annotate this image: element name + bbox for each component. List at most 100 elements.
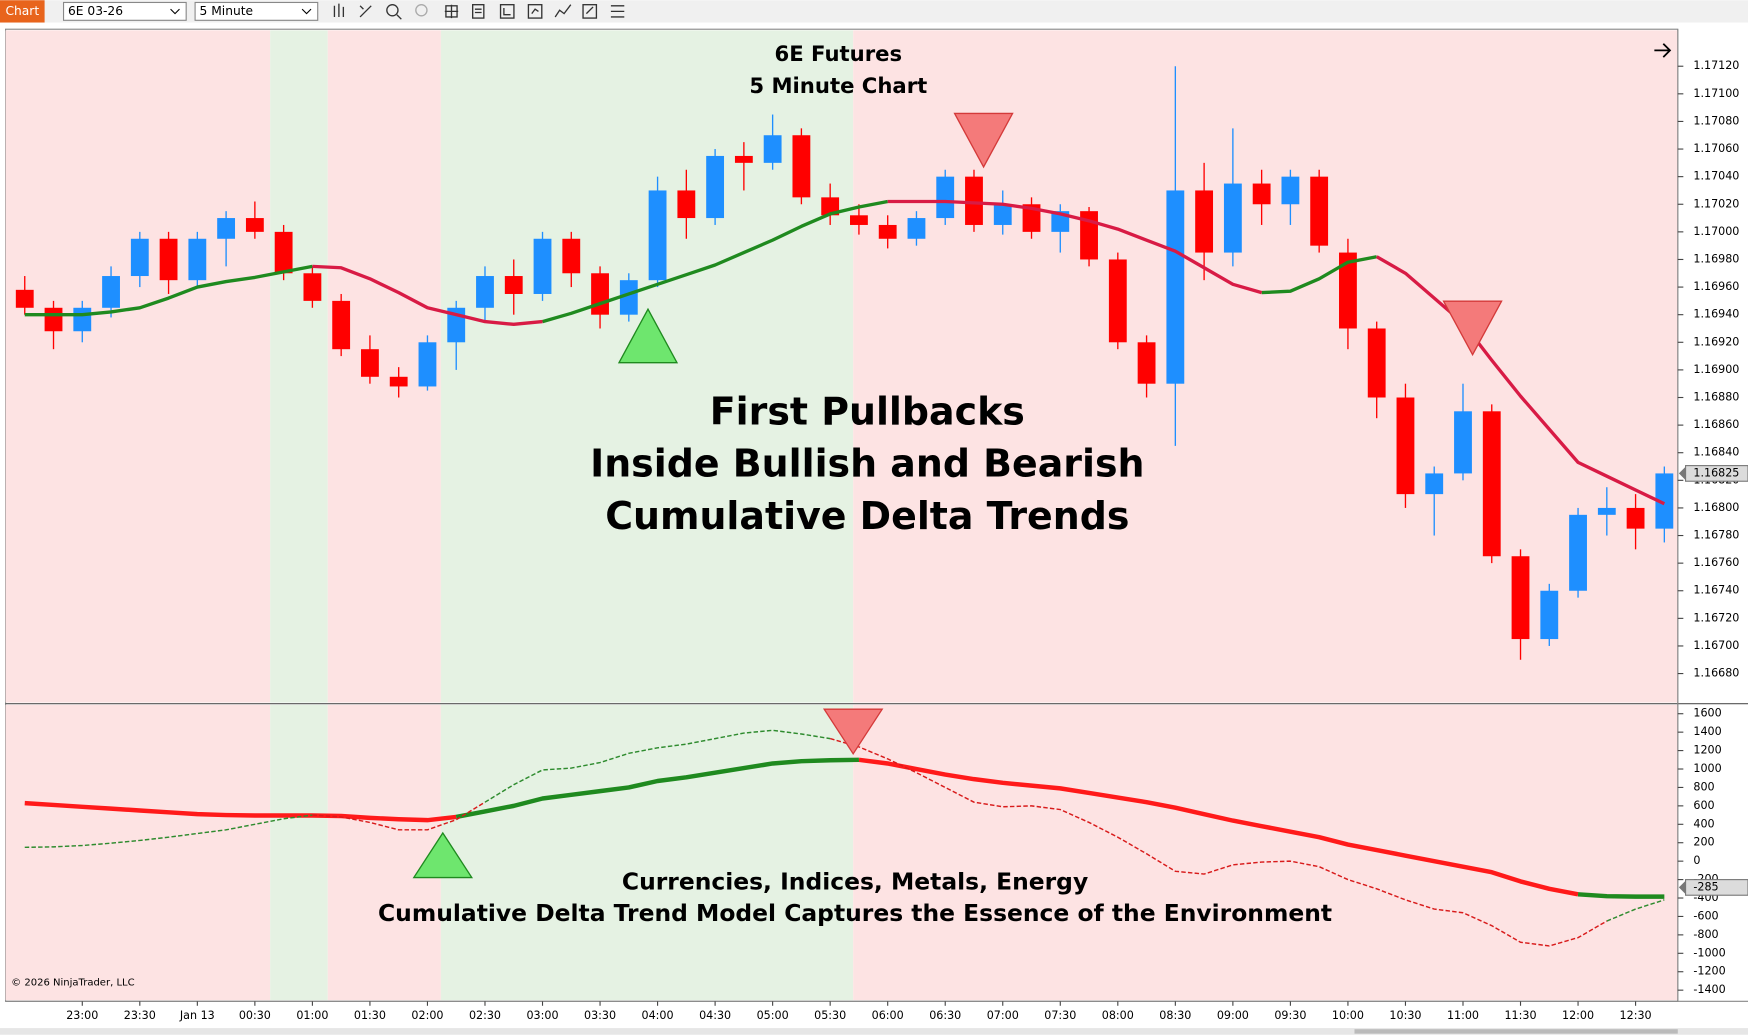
candle-body xyxy=(1339,252,1357,329)
candle-body xyxy=(1597,507,1616,515)
trend-region xyxy=(327,704,441,1001)
x-tick-label: 02:30 xyxy=(469,1009,501,1022)
annotation: Inside Bullish and Bearish xyxy=(590,442,1144,486)
chart-subtitle: 5 Minute Chart xyxy=(749,73,927,98)
x-tick-label: 05:30 xyxy=(814,1009,846,1022)
candle-body xyxy=(706,155,725,219)
candle-body xyxy=(130,238,149,277)
candle-body xyxy=(15,289,34,308)
down-signal-marker xyxy=(822,708,884,756)
dropdown-arrow xyxy=(301,8,312,15)
trend-region xyxy=(440,704,854,1001)
current-value-pointer xyxy=(1678,466,1686,481)
candle-body xyxy=(389,376,408,387)
candle-body xyxy=(907,218,926,239)
current-value-label: -285 xyxy=(1693,880,1718,893)
y-tick-label: 1400 xyxy=(1693,725,1721,738)
candle-body xyxy=(1281,176,1300,205)
candle-body xyxy=(44,307,63,332)
instrument-select[interactable] xyxy=(62,1,187,21)
candle-body xyxy=(1310,176,1329,246)
scrollbar[interactable] xyxy=(0,1028,1748,1035)
candle-body xyxy=(1482,411,1501,557)
y-tick-label: 1.16980 xyxy=(1693,252,1739,265)
y-tick-label: -1200 xyxy=(1693,965,1725,978)
candle-body xyxy=(188,238,207,281)
candle-body xyxy=(102,276,120,308)
candle-body xyxy=(217,218,236,239)
x-tick-label: 02:00 xyxy=(411,1009,443,1022)
y-tick-label: 1.17120 xyxy=(1693,59,1739,72)
candle-body xyxy=(763,135,782,163)
candle-body xyxy=(1022,204,1041,232)
x-tick-label: Jan 13 xyxy=(179,1009,215,1022)
x-tick-label: 07:00 xyxy=(987,1009,1019,1022)
x-tick-label: 04:00 xyxy=(642,1009,674,1022)
candle-body xyxy=(792,135,811,198)
candle-body xyxy=(1569,514,1587,591)
y-tick-label: 800 xyxy=(1693,780,1714,793)
trend-line xyxy=(312,199,1666,506)
x-tick-label: 01:30 xyxy=(354,1009,386,1022)
candle-body xyxy=(533,238,552,294)
candle-body xyxy=(1540,590,1559,640)
candle-body xyxy=(619,280,638,315)
y-tick-label: -1000 xyxy=(1693,946,1725,959)
toolbar-icons[interactable] xyxy=(333,3,625,20)
current-value-pointer xyxy=(1678,880,1686,895)
x-tick-label: 07:30 xyxy=(1044,1009,1076,1022)
x-tick-label: 08:00 xyxy=(1102,1009,1134,1022)
x-tick-label: 08:30 xyxy=(1159,1009,1191,1022)
scroll-to-end-arrow[interactable] xyxy=(1654,43,1672,58)
trend-line xyxy=(24,199,1378,324)
trend-line xyxy=(455,757,1665,899)
candle-body xyxy=(274,231,293,274)
candle-body xyxy=(648,190,667,281)
interval-label: 5 Minute xyxy=(200,4,254,18)
y-tick-label: 1.16940 xyxy=(1693,308,1739,321)
y-tick-label: 1.17020 xyxy=(1693,197,1739,210)
copyright: © 2026 NinjaTrader, LLC xyxy=(11,977,134,988)
candle-body xyxy=(850,215,868,225)
y-tick-label: 1600 xyxy=(1693,707,1721,720)
y-tick-label: 1.16740 xyxy=(1693,584,1739,597)
x-tick-label: 06:00 xyxy=(872,1009,904,1022)
scrollbar-thumb[interactable] xyxy=(1354,1029,1678,1034)
candle-body xyxy=(734,155,753,163)
up-signal-marker xyxy=(412,831,474,879)
y-tick-label: 1.16840 xyxy=(1693,446,1739,459)
dashed-delta-line xyxy=(24,729,1665,922)
y-tick-label: 1.16920 xyxy=(1693,335,1739,348)
annotation: Currencies, Indices, Metals, Energy xyxy=(622,868,1088,896)
current-value-label: 1.16825 xyxy=(1693,466,1739,479)
candle-body xyxy=(1252,183,1271,205)
candle-body xyxy=(1367,328,1386,398)
down-signal-marker xyxy=(1442,300,1503,357)
chart-tab-label: Chart xyxy=(5,4,39,18)
y-tick-label: 1.17000 xyxy=(1693,225,1739,238)
candle-body xyxy=(1655,473,1674,529)
interval-select[interactable] xyxy=(194,1,319,21)
candle-body xyxy=(504,276,523,294)
x-tick-label: 12:00 xyxy=(1562,1009,1594,1022)
y-tick-label: -1400 xyxy=(1693,983,1725,996)
x-tick-label: 09:30 xyxy=(1274,1009,1306,1022)
y-tick-label: 0 xyxy=(1693,854,1700,867)
y-tick-label: 200 xyxy=(1693,836,1714,849)
instrument-label: 6E 03-26 xyxy=(68,4,123,18)
candle-body xyxy=(677,190,696,219)
x-tick-label: 00:30 xyxy=(239,1009,271,1022)
y-tick-label: 1.16760 xyxy=(1693,556,1739,569)
annotation: First Pullbacks xyxy=(710,389,1025,433)
y-tick-label: 1.16700 xyxy=(1693,639,1739,652)
y-tick-label: 1.16880 xyxy=(1693,391,1739,404)
chart-tab[interactable] xyxy=(0,0,45,23)
trend-region xyxy=(853,704,1678,1001)
y-tick-label: 1.16800 xyxy=(1693,501,1739,514)
candle-body xyxy=(1425,473,1444,495)
candle-body xyxy=(159,238,178,281)
dropdown-arrow xyxy=(170,8,180,15)
trend-region xyxy=(270,704,328,1001)
down-signal-marker xyxy=(953,112,1014,169)
